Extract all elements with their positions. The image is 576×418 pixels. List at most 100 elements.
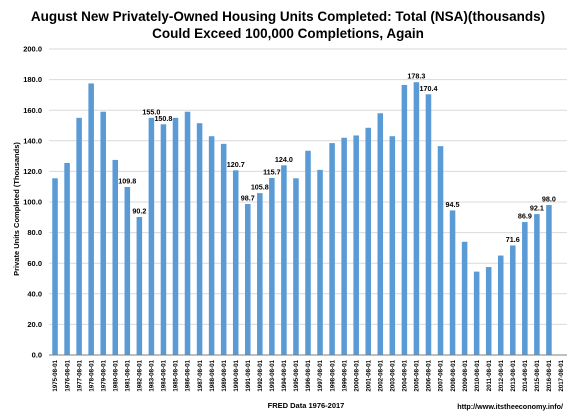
x-tick-label: 1999-08-01 (341, 359, 348, 391)
data-label: 115.7 (263, 167, 281, 176)
x-tick-label: 1983-08-01 (149, 359, 156, 391)
bar (136, 216, 143, 355)
bar (281, 165, 287, 355)
x-tick-label: 1981-08-01 (125, 359, 132, 391)
data-label: 105.8 (251, 183, 269, 192)
x-tick-label: 2011-08-01 (486, 359, 493, 391)
data-label: 86.9 (518, 212, 532, 221)
x-tick-label: 1990-08-01 (233, 359, 240, 391)
y-tick-label: 160.0 (23, 106, 42, 115)
data-label: 98.7 (241, 193, 255, 202)
x-tick-label: 1979-08-01 (100, 359, 107, 391)
data-label: 124.0 (275, 155, 293, 164)
y-tick-label: 60.0 (27, 259, 42, 268)
x-tick-label: 1996-08-01 (305, 359, 312, 391)
bar (365, 127, 372, 355)
x-tick-label: 2003-08-01 (390, 359, 397, 391)
data-label: 170.4 (419, 84, 437, 93)
bar (232, 170, 239, 355)
x-tick-label: 1989-08-01 (221, 359, 228, 391)
bar (100, 111, 106, 355)
x-tick-label: 2002-08-01 (377, 359, 384, 391)
bars (52, 82, 552, 356)
data-label: 90.2 (132, 206, 146, 215)
x-axis-ticks: 1975-08-01 1976-08-01 1977-08-01 1978-08-01… (52, 359, 565, 391)
bar (425, 94, 432, 356)
y-tick-label: 100.0 (23, 198, 42, 207)
bar (401, 84, 408, 355)
data-label: 155.0 (142, 107, 160, 116)
bar (461, 241, 468, 355)
x-tick-label: 2005-08-01 (414, 359, 421, 391)
bar (317, 169, 323, 355)
x-tick-label: 2015-08-01 (534, 359, 541, 391)
bar (510, 245, 516, 355)
x-tick-label: 1998-08-01 (329, 359, 336, 391)
source-credit: http://www.itstheeconomy.info/ (457, 402, 563, 411)
x-tick-label: 2009-08-01 (462, 359, 469, 391)
x-tick-label: 1997-08-01 (317, 359, 324, 391)
y-tick-label: 0.0 (32, 351, 42, 360)
x-tick-label: 2013-08-01 (510, 359, 517, 391)
bar (389, 136, 396, 355)
data-label: 98.0 (542, 195, 556, 204)
bar (305, 150, 311, 355)
bar (534, 214, 540, 355)
bar (220, 143, 227, 355)
chart-title: August New Privately-Owned Housing Units… (31, 9, 545, 24)
x-tick-label: 1975-08-01 (52, 359, 59, 391)
bar (52, 178, 58, 355)
bar (413, 82, 420, 356)
bar (269, 177, 275, 355)
x-tick-label: 2004-08-01 (402, 359, 409, 391)
bar (293, 178, 299, 355)
bar (353, 135, 359, 355)
bar (329, 143, 335, 355)
x-tick-label: 1980-08-01 (112, 359, 119, 391)
bar (522, 222, 528, 355)
y-tick-label: 40.0 (27, 289, 42, 298)
x-tick-label: 2012-08-01 (498, 359, 505, 391)
bar (148, 117, 155, 355)
x-tick-label: 1991-08-01 (245, 359, 252, 391)
y-tick-label: 180.0 (23, 75, 42, 84)
bar (437, 146, 444, 355)
x-tick-label: 1992-08-01 (257, 359, 264, 391)
y-tick-label: 140.0 (23, 136, 42, 145)
bar (341, 137, 347, 355)
x-tick-label: 1995-08-01 (293, 359, 300, 391)
data-label: 94.5 (446, 200, 460, 209)
data-label: 92.1 (530, 204, 544, 213)
data-label: 109.8 (118, 177, 136, 186)
x-axis-label: FRED Data 1976-2017 (268, 401, 345, 410)
bar (449, 210, 456, 355)
bar (196, 123, 203, 355)
x-tick-label: 2001-08-01 (365, 359, 372, 391)
x-tick-label: 1994-08-01 (281, 359, 288, 391)
x-tick-label: 1976-08-01 (64, 359, 71, 391)
x-tick-label: 1986-08-01 (185, 359, 192, 391)
x-tick-label: 1993-08-01 (269, 359, 276, 391)
bar (124, 187, 131, 355)
y-axis-label: Private Units Completed (Thousands) (12, 142, 21, 276)
x-tick-label: 1977-08-01 (76, 359, 83, 391)
bar (244, 203, 251, 355)
x-tick-label: 1982-08-01 (137, 359, 144, 391)
x-tick-label: 1988-08-01 (209, 359, 216, 391)
y-axis-ticks: 0.0 20.0 40.0 60.0 80.0 100.0 120.0 140.0 160.0 1… (23, 45, 42, 360)
data-label: 178.3 (407, 72, 425, 81)
bar (497, 255, 504, 355)
x-tick-label: 2000-08-01 (353, 359, 360, 391)
y-tick-label: 20.0 (27, 320, 42, 329)
bar (184, 111, 191, 355)
bar (88, 83, 94, 356)
data-label: 71.6 (506, 235, 520, 244)
bar (546, 205, 552, 355)
bar (64, 162, 70, 355)
bar (112, 159, 119, 355)
x-tick-label: 1987-08-01 (197, 359, 204, 391)
x-tick-label: 2014-08-01 (522, 359, 529, 391)
x-tick-label: 2017-08-01 (558, 359, 565, 391)
data-label: 120.7 (227, 160, 245, 169)
